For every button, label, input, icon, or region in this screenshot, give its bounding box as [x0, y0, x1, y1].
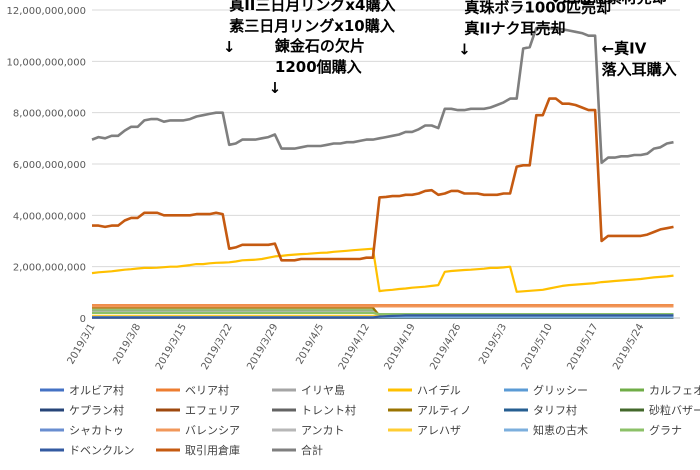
x-tick-label: 2019/3/29	[245, 322, 280, 372]
annotation-text: ←真IV	[602, 40, 647, 58]
legend-label: ケプラン村	[69, 403, 124, 417]
legend-label: アンカト	[301, 424, 345, 437]
annotation-text: ↓	[458, 41, 471, 59]
annotation-text: 真IIナク耳売却	[464, 20, 565, 38]
x-tick-label: 2019/4/12	[337, 322, 372, 372]
y-tick-label: 6,000,000,000	[13, 160, 86, 171]
legend-label: エフェリア	[185, 404, 240, 417]
y-tick-label: 8,000,000,000	[13, 109, 86, 120]
legend-label: グリッシー	[533, 383, 588, 397]
y-tick-label: 12,000,000,000	[6, 6, 86, 17]
legend-label: カルフェオン	[649, 384, 700, 397]
legend-label: ハイデル	[417, 383, 461, 397]
annotation-text: ↓	[269, 79, 282, 97]
annotation-text: ↓	[223, 38, 236, 56]
annotation-text: 1200個購入	[275, 58, 362, 76]
annotation-text: 錬金石の欠片	[275, 37, 365, 55]
x-tick-label: 2019/4/5	[294, 322, 326, 366]
y-tick-label: 10,000,000,000	[6, 57, 86, 68]
x-tick-label: 2019/5/10	[520, 322, 555, 372]
y-tick-label: 4,000,000,000	[13, 211, 86, 222]
x-tick-label: 2019/4/19	[383, 322, 418, 372]
x-tick-label: 2019/5/17	[565, 322, 600, 372]
legend-label: ドベンクルン	[69, 444, 134, 457]
legend-label: トレント村	[301, 403, 356, 417]
x-tick-label: 2019/3/22	[200, 322, 235, 372]
legend-label: アレハザ	[417, 424, 461, 437]
legend-label: オルビア村	[69, 383, 124, 397]
x-tick-label: 2019/5/24	[611, 322, 646, 372]
series-line	[91, 247, 674, 293]
legend-label: 知恵の古木	[533, 423, 588, 437]
series-line	[92, 97, 674, 262]
legend-label: アルティノ	[417, 404, 471, 417]
annotation-text: 素三日月リングx10購入	[229, 17, 395, 35]
x-tick-label: 2019/4/26	[428, 322, 463, 372]
y-tick-label: 2,000,000,000	[13, 263, 86, 274]
legend-label: 合計	[301, 443, 323, 457]
series-line	[92, 311, 674, 316]
legend-label: イリヤ島	[301, 383, 345, 397]
y-tick-label: 0	[80, 314, 86, 325]
x-tick-label: 2019/3/8	[111, 322, 143, 366]
legend-label: バレンシア	[185, 424, 240, 437]
x-tick-label: 2019/5/3	[477, 322, 509, 366]
x-tick-label: 2019/3/15	[154, 322, 189, 372]
series-line	[92, 314, 674, 319]
annotation-text: 真II三日月リングx4購入	[229, 0, 395, 14]
x-tick-label: 2019/3/1	[66, 322, 98, 366]
legend-label: シャカトゥ	[69, 424, 124, 437]
legend-label: 取引用倉庫	[185, 443, 240, 457]
legend-label: グラナ	[649, 423, 682, 437]
annotation-text: 落入耳購入	[602, 61, 677, 79]
legend-label: タリフ村	[533, 403, 577, 417]
legend-label: 砂粒バザール	[649, 403, 700, 417]
series-line	[91, 26, 674, 164]
annotation-text: ↓幻想馬素材売却	[549, 0, 667, 6]
legend-label: ベリア村	[185, 383, 229, 397]
annotation-text: 真珠ボラ1000匹売却	[464, 0, 611, 17]
